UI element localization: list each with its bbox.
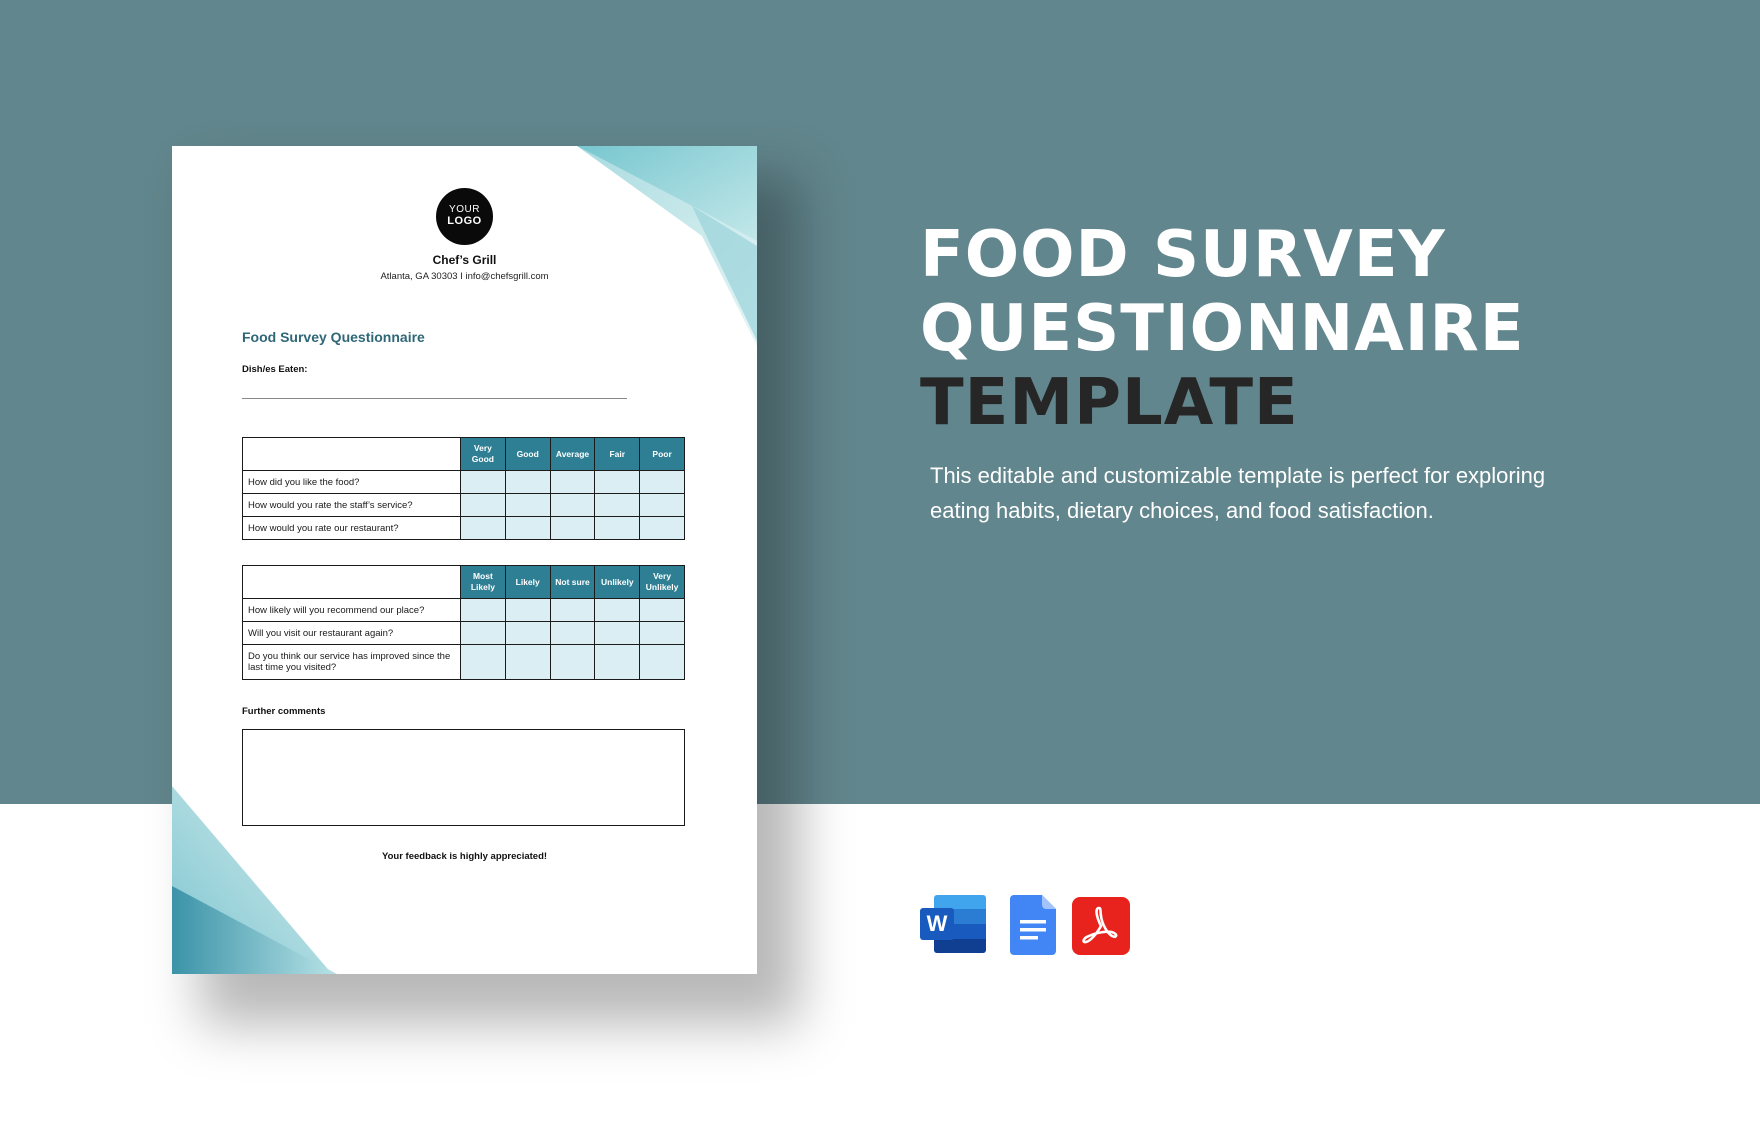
comments-box[interactable] <box>242 729 685 826</box>
header-blank <box>242 565 461 599</box>
answer-cell[interactable] <box>460 516 506 540</box>
answer-cell[interactable] <box>594 470 641 494</box>
question-restaurant: How would you rate our restaurant? <box>242 516 461 540</box>
logo-text-bottom: LOGO <box>447 215 482 227</box>
question-visit-again: Will you visit our restaurant again? <box>242 621 461 645</box>
header-good: Good <box>504 437 551 471</box>
answer-cell[interactable] <box>639 598 685 622</box>
answer-cell[interactable] <box>549 644 596 680</box>
answer-cell[interactable] <box>594 493 641 517</box>
header-poor: Poor <box>639 437 685 471</box>
answer-cell[interactable] <box>594 644 641 680</box>
answer-cell[interactable] <box>460 493 506 517</box>
answer-cell[interactable] <box>639 493 685 517</box>
table-row: How would you rate the staff’s service? <box>242 493 685 517</box>
answer-cell[interactable] <box>504 621 551 645</box>
answer-cell[interactable] <box>639 516 685 540</box>
answer-cell[interactable] <box>460 470 506 494</box>
answer-cell[interactable] <box>594 516 641 540</box>
document-title: Food Survey Questionnaire <box>242 329 425 345</box>
business-name: Chef’s Grill <box>432 253 497 267</box>
answer-cell[interactable] <box>504 598 551 622</box>
comments-label: Further comments <box>242 706 326 717</box>
header-average: Average <box>549 437 596 471</box>
header-most-likely: Most Likely <box>460 565 506 599</box>
answer-cell[interactable] <box>639 621 685 645</box>
answer-cell[interactable] <box>549 598 596 622</box>
table-row: Will you visit our restaurant again? <box>242 621 685 645</box>
answer-cell[interactable] <box>594 621 641 645</box>
header-very-unlikely: Very Unlikely <box>639 565 685 599</box>
headline-line-2: QUESTIONNAIRE <box>920 292 1525 366</box>
question-staff: How would you rate the staff’s service? <box>242 493 461 517</box>
question-service-improved: Do you think our service has improved si… <box>242 644 461 680</box>
pdf-icon[interactable] <box>1072 897 1130 955</box>
word-icon[interactable]: W <box>920 893 988 955</box>
rating-table: Very Good Good Average Fair Poor How did… <box>242 437 685 540</box>
headline-line-3: TEMPLATE <box>920 366 1299 440</box>
answer-cell[interactable] <box>460 644 506 680</box>
business-address: Atlanta, GA 30303 I info@chefsgrill.com <box>380 271 549 282</box>
description: This editable and customizable template … <box>930 463 1546 523</box>
answer-cell[interactable] <box>460 598 506 622</box>
logo: YOUR LOGO <box>436 188 493 245</box>
table-header-row: Most Likely Likely Not sure Unlikely Ver… <box>242 565 685 599</box>
answer-cell[interactable] <box>549 621 596 645</box>
answer-cell[interactable] <box>549 516 596 540</box>
answer-cell[interactable] <box>460 621 506 645</box>
table-row: How did you like the food? <box>242 470 685 494</box>
answer-cell[interactable] <box>549 493 596 517</box>
table-row: How would you rate our restaurant? <box>242 516 685 540</box>
question-food: How did you like the food? <box>242 470 461 494</box>
header-fair: Fair <box>594 437 641 471</box>
table-header-row: Very Good Good Average Fair Poor <box>242 437 685 471</box>
document-preview: YOUR LOGO Chef’s Grill Atlanta, GA 30303… <box>172 146 757 974</box>
svg-text:W: W <box>927 911 948 936</box>
gradient-decoration <box>172 146 757 974</box>
answer-cell[interactable] <box>549 470 596 494</box>
answer-cell[interactable] <box>639 644 685 680</box>
answer-cell[interactable] <box>639 470 685 494</box>
dish-label: Dish/es Eaten: <box>242 364 308 375</box>
answer-cell[interactable] <box>504 493 551 517</box>
headline: FOOD SURVEY QUESTIONNAIRE TEMPLATE <box>920 218 1525 440</box>
table-row: Do you think our service has improved si… <box>242 644 685 680</box>
answer-cell[interactable] <box>504 644 551 680</box>
answer-cell[interactable] <box>594 598 641 622</box>
footer-note: Your feedback is highly appreciated! <box>381 851 548 862</box>
question-recommend: How likely will you recommend our place? <box>242 598 461 622</box>
table-row: How likely will you recommend our place? <box>242 598 685 622</box>
headline-line-1: FOOD SURVEY <box>920 218 1446 292</box>
logo-text-top: YOUR <box>449 204 480 215</box>
header-not-sure: Not sure <box>549 565 596 599</box>
header-blank <box>242 437 461 471</box>
header-likely: Likely <box>504 565 551 599</box>
header-unlikely: Unlikely <box>594 565 641 599</box>
answer-cell[interactable] <box>504 470 551 494</box>
header-very-good: Very Good <box>460 437 506 471</box>
dish-input-line <box>242 398 627 399</box>
answer-cell[interactable] <box>504 516 551 540</box>
google-docs-icon[interactable] <box>1010 895 1056 955</box>
likelihood-table: Most Likely Likely Not sure Unlikely Ver… <box>242 565 685 680</box>
